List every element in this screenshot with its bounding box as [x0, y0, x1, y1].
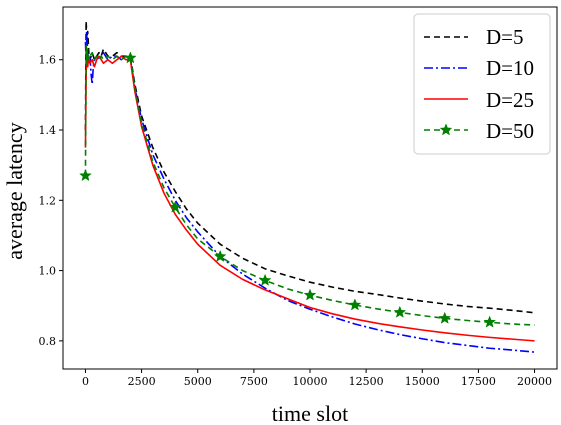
legend-samples: [424, 36, 468, 136]
series-layer: [79, 20, 535, 353]
x-tick-label: 20000: [517, 375, 552, 388]
x-axis-label: time slot: [272, 401, 348, 425]
legend: D=5 D=10 D=25 D=50: [413, 13, 551, 155]
series-marker-star: [348, 298, 362, 311]
y-tick-label: 1.0: [39, 265, 57, 278]
series-marker-star: [483, 315, 496, 328]
x-tick-label: 12500: [349, 375, 384, 388]
series-marker-star: [79, 169, 92, 182]
x-tick-label: 5000: [184, 375, 212, 388]
x-tick-label: 7500: [240, 375, 268, 388]
series-marker-star: [168, 200, 182, 213]
series-marker-star: [303, 288, 317, 301]
y-tick-label: 1.2: [39, 194, 57, 207]
series-line-d50: [84, 44, 535, 326]
series-marker-star: [124, 51, 137, 64]
x-tick-label: 10000: [293, 375, 328, 388]
series-line-d10: [84, 30, 535, 353]
axis-ticks: 0 2500 5000 7500 10000 12500 15000 17500 20000 0.…: [39, 54, 553, 388]
y-tick-label: 1.4: [39, 124, 57, 137]
legend-label-d25: D=25: [486, 88, 534, 112]
legend-sample-star: [439, 123, 453, 136]
y-tick-label: 1.6: [39, 54, 57, 67]
y-axis-label: average latency: [2, 122, 27, 259]
legend-label-d5: D=5: [486, 25, 524, 49]
x-tick-label: 15000: [405, 375, 440, 388]
x-tick-label: 2500: [128, 375, 156, 388]
series-marker-star: [393, 305, 407, 318]
series-marker-star: [258, 273, 272, 286]
series-marker-star: [438, 311, 452, 324]
legend-label-d50: D=50: [486, 119, 534, 143]
legend-label-d10: D=10: [486, 56, 534, 80]
legend-frame: [413, 13, 551, 155]
x-tick-label: 0: [82, 375, 89, 388]
series-line-d25: [84, 51, 535, 342]
series-marker-star: [213, 249, 227, 262]
series-line-d5: [84, 20, 535, 314]
x-tick-label: 17500: [461, 375, 496, 388]
y-tick-label: 0.8: [39, 335, 57, 348]
